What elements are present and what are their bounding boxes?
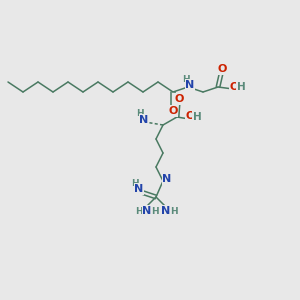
Text: H: H xyxy=(151,206,159,215)
Text: H: H xyxy=(182,76,190,85)
Text: O: O xyxy=(229,82,239,92)
Text: N: N xyxy=(134,184,144,194)
Text: N: N xyxy=(142,206,152,216)
Text: H: H xyxy=(136,109,144,118)
Text: N: N xyxy=(162,174,172,184)
Text: N: N xyxy=(140,115,148,125)
Text: H: H xyxy=(170,206,178,215)
Text: O: O xyxy=(168,106,178,116)
Text: H: H xyxy=(237,82,245,92)
Text: N: N xyxy=(185,80,195,90)
Text: O: O xyxy=(217,64,227,74)
Text: N: N xyxy=(161,206,171,216)
Text: O: O xyxy=(174,94,184,104)
Text: H: H xyxy=(193,112,201,122)
Text: O: O xyxy=(185,111,195,121)
Text: H: H xyxy=(135,206,143,215)
Text: H: H xyxy=(131,178,139,188)
